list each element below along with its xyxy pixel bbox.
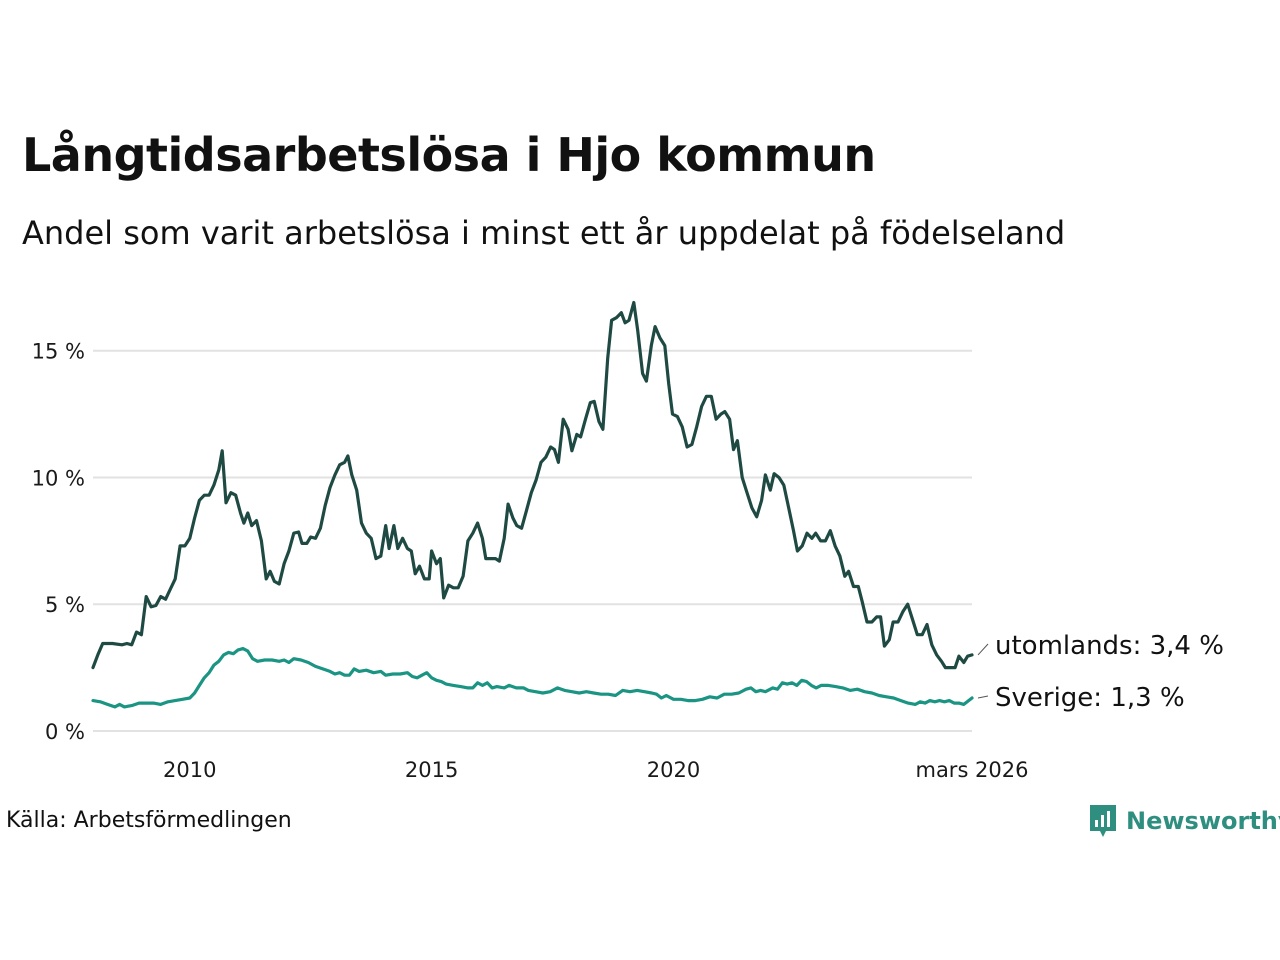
line-chart: 0 % 5 % 10 % 15 % 2010 2015 2020 mars 2026 uto… (32, 300, 1224, 782)
y-tick-label: 10 % (32, 466, 85, 490)
series-lines (91, 300, 974, 709)
end-label-utomlands: utomlands: 3,4 % (995, 631, 1224, 661)
chart-title: Långtidsarbetslösa i Hjo kommun (22, 128, 876, 182)
newsworthy-chart-icon (1090, 805, 1116, 837)
x-tick-label: 2015 (405, 758, 458, 782)
series-end-labels: utomlands: 3,4 % Sverige: 1,3 % (977, 631, 1224, 713)
newsworthy-logo[interactable]: Newsworthy (1088, 803, 1280, 839)
y-tick-label: 5 % (45, 593, 85, 617)
y-axis-ticks: 0 % 5 % 10 % 15 % (32, 340, 85, 744)
y-tick-label: 15 % (32, 340, 85, 364)
source-note: Källa: Arbetsförmedlingen (6, 808, 292, 833)
chart-subtitle: Andel som varit arbetslösa i minst ett å… (22, 214, 1066, 252)
x-tick-label: 2010 (163, 758, 216, 782)
x-axis-ticks: 2010 2015 2020 mars 2026 (163, 758, 1028, 782)
x-tick-label: mars 2026 (915, 758, 1028, 782)
y-tick-label: 0 % (45, 720, 85, 744)
brand-name: Newsworthy (1126, 807, 1280, 835)
end-label-sverige: Sverige: 1,3 % (995, 683, 1185, 713)
end-label-leader (977, 695, 989, 699)
x-tick-label: 2020 (647, 758, 700, 782)
end-label-leader (977, 643, 989, 656)
grid-lines (93, 349, 972, 732)
series-line-sverige (91, 647, 974, 709)
series-line-utomlands (91, 300, 974, 670)
